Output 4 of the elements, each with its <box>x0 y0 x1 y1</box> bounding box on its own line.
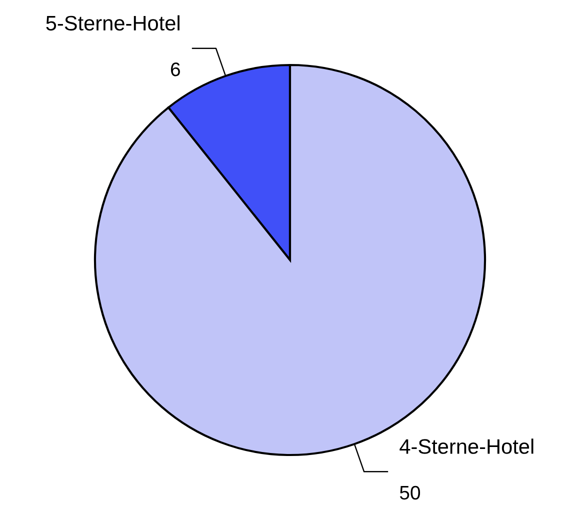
data-label: 50 <box>400 486 420 500</box>
data-label: 6 <box>171 62 180 76</box>
slice-label: 4-Sterne-Hotel <box>400 438 534 454</box>
slice-label: 5-Sterne-Hotel <box>46 15 180 31</box>
